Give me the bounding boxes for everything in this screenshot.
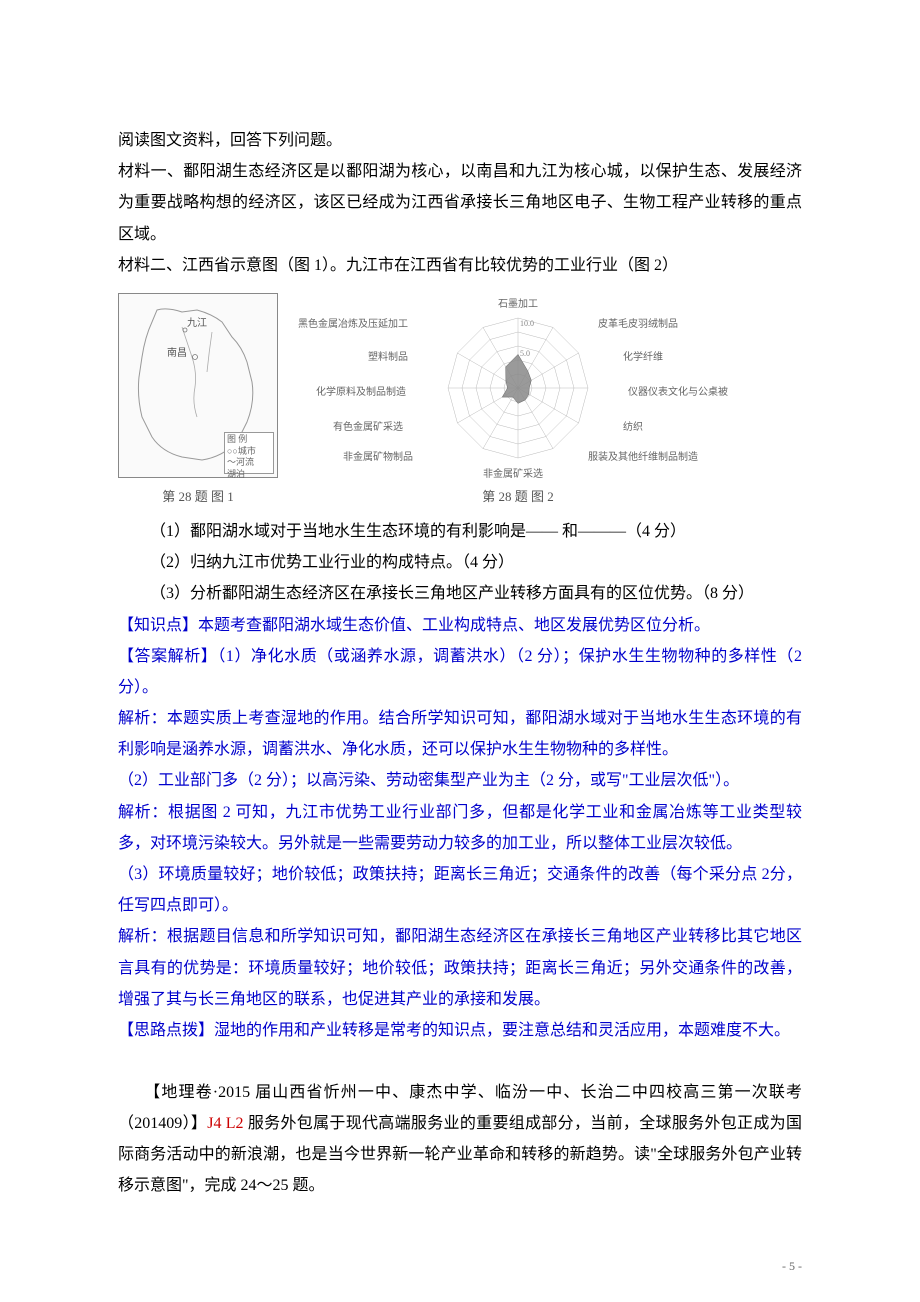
map-city-nanchang: 南昌	[167, 344, 187, 364]
radar-caption: 第 28 题 图 2	[288, 484, 748, 509]
next-q-indent	[118, 1084, 152, 1101]
answer-3-explain: 解析：根据题目信息和所学知识可知，鄱阳湖生态经济区在承接长三角地区产业转移比其它…	[118, 921, 802, 1015]
answer-2: （2）工业部门多（2 分）；以高污染、劳动密集型产业为主（2 分，或写"工业层次…	[118, 765, 802, 796]
radar-label-2: 化学纤维	[623, 348, 663, 368]
ring-label-10: 10.0	[520, 319, 534, 328]
question-3: （3）分析鄱阳湖生态经济区在承接长三角地区产业转移方面具有的区位优势。（8 分）	[118, 578, 802, 609]
figure-container: 九江 南昌 图 例 ○○城市 ～河流 湖泊 第 28 题 图 1 5.0	[118, 293, 802, 508]
radar-label-0: 石墨加工	[498, 295, 538, 315]
ring-label-5: 5.0	[520, 349, 530, 358]
map-city-jiujiang: 九江	[187, 314, 207, 334]
legend-item-1: ～河流	[227, 457, 271, 469]
next-q-code: J4 L2	[207, 1115, 243, 1132]
page-number: - 5 -	[782, 1255, 802, 1278]
radar-label-6: 非金属矿采选	[483, 465, 543, 485]
radar-label-5: 服装及其他纤维制品制造	[588, 448, 698, 468]
radar-label-4: 纺织	[623, 418, 643, 438]
tips: 【思路点拨】湿地的作用和产业转移是常考的知识点，要注意总结和灵活应用，本题难度不…	[118, 1015, 802, 1046]
radar-label-8: 有色金属矿采选	[333, 418, 403, 438]
map-caption: 第 28 题 图 1	[118, 484, 278, 509]
document-content: 阅读图文资料，回答下列问题。 材料一、鄱阳湖生态经济区是以鄱阳湖为核心，以南昌和…	[118, 125, 802, 1201]
answer-2-explain: 解析：根据图 2 可知，九江市优势工业行业部门多，但都是化学工业和金属冶炼等工业…	[118, 797, 802, 859]
radar-label-7: 非金属矿物制品	[343, 448, 413, 468]
radar-label-11: 黑色金属冶炼及压延加工	[298, 315, 408, 335]
answer-1: 【答案解析】（1）净化水质（或涵养水源，调蓄洪水）（2 分）；保护水生生物物种的…	[118, 641, 802, 703]
knowledge-point: 【知识点】本题考查鄱阳湖水域生态价值、工业构成特点、地区发展优势区位分析。	[118, 610, 802, 641]
intro-material-1: 材料一、鄱阳湖生态经济区是以鄱阳湖为核心，以南昌和九江为核心城，以保护生态、发展…	[118, 156, 802, 250]
radar-figure: 5.0 10.0 石墨加工 皮革毛皮羽绒制品 化学纤维 仪器仪表文化与公桌被 纺…	[288, 293, 748, 508]
map-legend: 图 例 ○○城市 ～河流 湖泊	[224, 432, 274, 474]
map-figure: 九江 南昌 图 例 ○○城市 ～河流 湖泊 第 28 题 图 1	[118, 293, 278, 508]
answer-1-explain: 解析：本题实质上考查湿地的作用。结合所学知识可知，鄱阳湖水域对于当地水生生态环境…	[118, 703, 802, 765]
answer-3: （3）环境质量较好；地价较低；政策扶持；距离长三角近；交通条件的改善（每个采分点…	[118, 859, 802, 921]
question-1: （1）鄱阳湖水域对于当地水生生态环境的有利影响是—— 和———（4 分）	[118, 516, 802, 547]
legend-item-0: ○○城市	[227, 446, 271, 458]
legend-item-2: 湖泊	[227, 469, 271, 481]
intro-line-1: 阅读图文资料，回答下列问题。	[118, 125, 802, 156]
question-2: （2）归纳九江市优势工业行业的构成特点。（4 分）	[118, 547, 802, 578]
radar-label-9: 化学原料及制品制造	[316, 383, 406, 403]
map-frame: 九江 南昌 图 例 ○○城市 ～河流 湖泊	[118, 293, 278, 478]
radar-area: 5.0 10.0 石墨加工 皮革毛皮羽绒制品 化学纤维 仪器仪表文化与公桌被 纺…	[288, 293, 748, 478]
legend-title: 图 例	[227, 434, 271, 446]
radar-label-3: 仪器仪表文化与公桌被	[628, 383, 728, 403]
radar-label-10: 塑料制品	[368, 348, 408, 368]
radar-label-1: 皮革毛皮羽绒制品	[598, 315, 678, 335]
next-question: 【地理卷·2015 届山西省忻州一中、康杰中学、临汾一中、长治二中四校高三第一次…	[118, 1077, 802, 1202]
intro-material-2: 材料二、江西省示意图（图 1）。九江市在江西省有比较优势的工业行业（图 2）	[118, 250, 802, 281]
